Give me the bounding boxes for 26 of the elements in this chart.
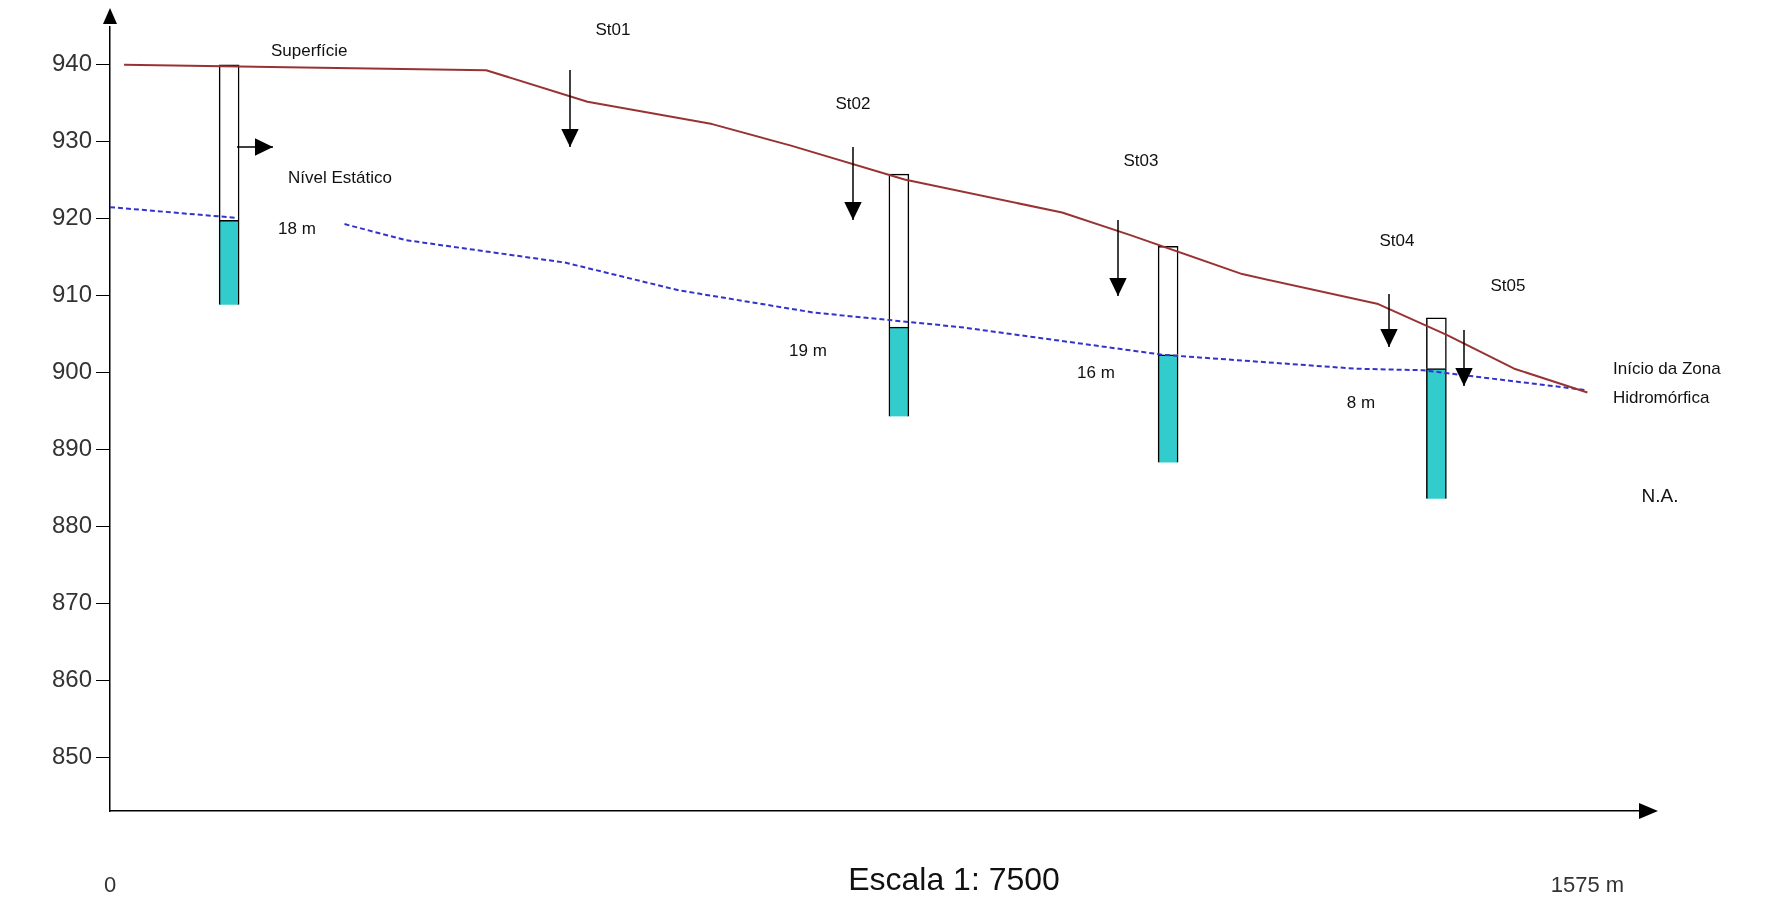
annotation: St04 [1379, 230, 1415, 250]
annotation: 18 m [278, 218, 316, 238]
annotation: 16 m [1077, 362, 1115, 382]
annotation: 8 m [1346, 392, 1376, 412]
x-tick-label: 0 [103, 872, 117, 898]
y-tick-label: 910 [51, 280, 92, 308]
annotation: St02 [835, 93, 871, 113]
text: Escala 1: 7500 [848, 860, 1060, 897]
text: N.A. [1641, 485, 1679, 507]
y-tick-label: 880 [51, 511, 92, 539]
annotation: St05 [1490, 275, 1526, 295]
y-tick-label: 850 [51, 741, 92, 769]
y-tick-label: 940 [51, 49, 92, 77]
annotation: Início da Zona Hidromórfica [1613, 358, 1722, 408]
annotation: Nível Estático [288, 167, 392, 187]
y-tick-label: 920 [51, 203, 92, 231]
y-tick-label: 870 [51, 587, 92, 615]
y-tick-label: 900 [51, 357, 92, 385]
y-tick-label: 860 [51, 664, 92, 692]
y-tick-label: 930 [51, 126, 92, 154]
annotation: St01 [595, 19, 631, 39]
x-tick-label: 1575 m [1550, 872, 1625, 898]
annotation: Superfície [271, 40, 348, 60]
annotation: St03 [1123, 150, 1159, 170]
y-tick-label: 890 [51, 434, 92, 462]
annotation: 19 m [789, 340, 827, 360]
